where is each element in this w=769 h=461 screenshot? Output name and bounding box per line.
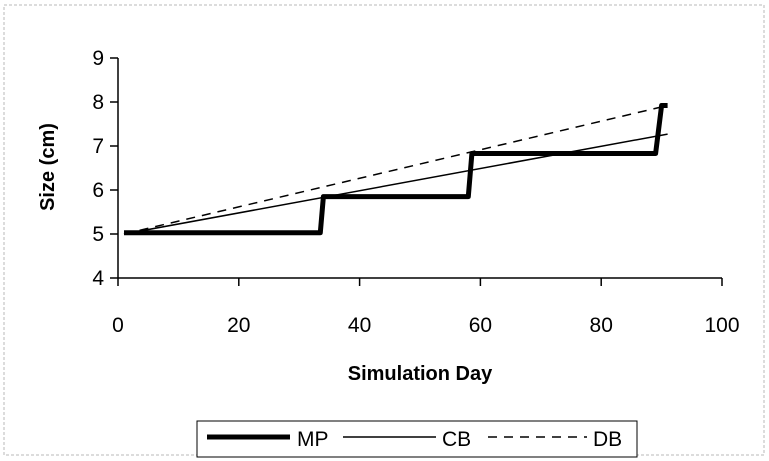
y-tick-label: 4 (92, 267, 104, 290)
legend-label-mp: MP (297, 428, 329, 451)
y-tick-label: 8 (92, 91, 104, 114)
legend: MP CB DB (196, 420, 638, 458)
x-tick-label: 60 (469, 314, 492, 337)
y-tick-label: 5 (92, 223, 104, 246)
x-axis-title: Simulation Day (348, 363, 493, 385)
y-tick-label: 7 (92, 135, 104, 158)
series-line-cb (123, 133, 668, 235)
plot-area: 4 5 6 7 8 9 0 20 40 60 80 100 (92, 47, 739, 337)
legend-label-db: DB (593, 428, 622, 451)
y-axis-title: Size (cm) (37, 123, 59, 211)
x-tick-label: 40 (348, 314, 371, 337)
x-tick-label: 0 (112, 314, 124, 337)
y-tick-label: 6 (92, 179, 104, 202)
x-tick-label: 100 (704, 314, 739, 337)
series-line-db (123, 104, 668, 235)
y-tick-label: 9 (92, 47, 104, 70)
x-tick-label: 20 (227, 314, 250, 337)
series-line-mp (124, 103, 668, 236)
x-tick-label: 80 (590, 314, 613, 337)
legend-label-cb: CB (442, 428, 471, 451)
